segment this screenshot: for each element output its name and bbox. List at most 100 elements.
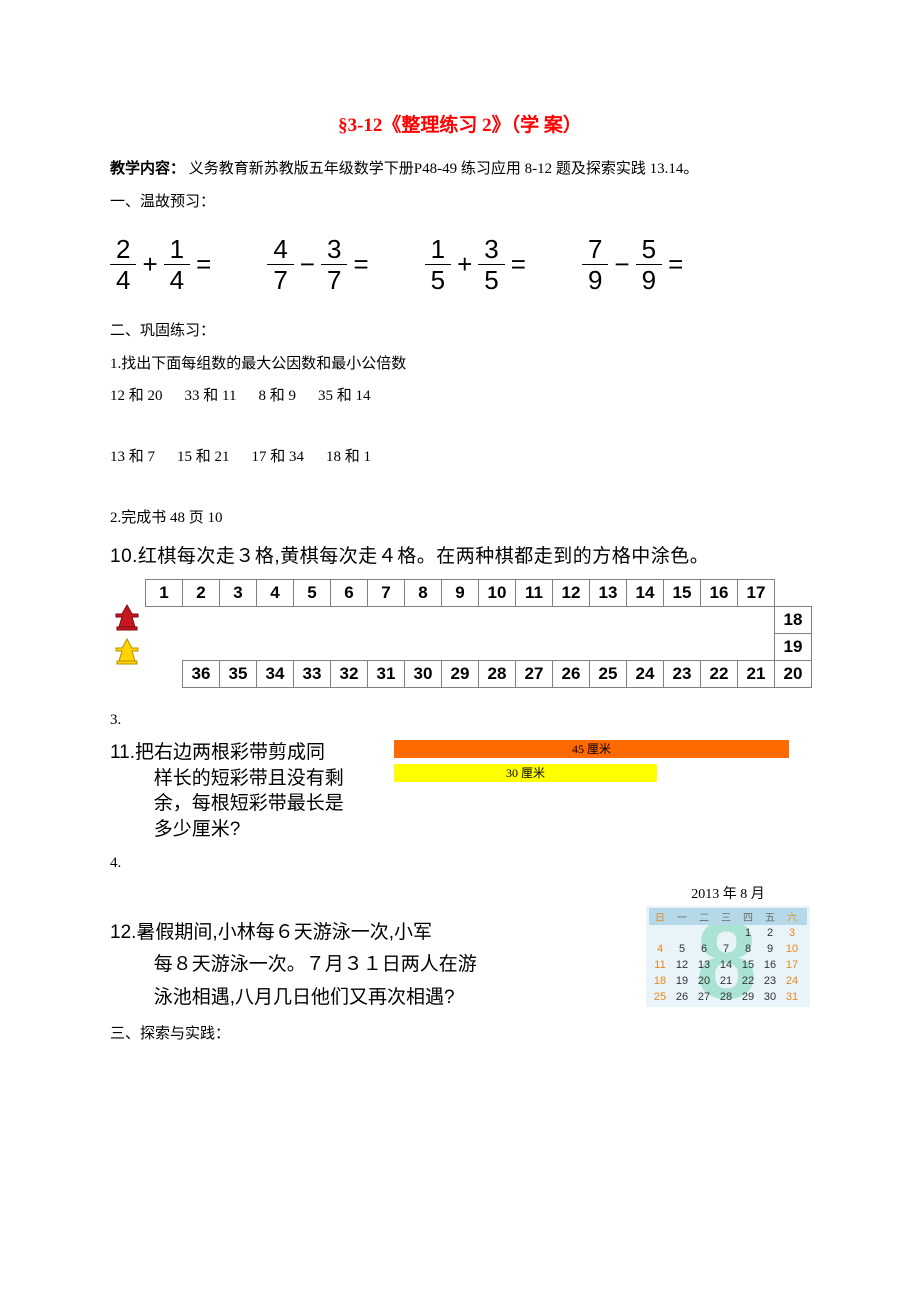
calendar-day: 14 — [715, 957, 737, 973]
calendar-day: 29 — [737, 989, 759, 1005]
ribbon-45cm: 45 厘米 — [394, 740, 789, 758]
board-cell: 33 — [293, 660, 331, 688]
problem-11-text: 11.把右边两根彩带剪成同样长的短彩带且没有剩余，每根短彩带最长是多少厘米? — [110, 740, 390, 843]
board-cell: 23 — [663, 660, 701, 688]
board-cell: 25 — [589, 660, 627, 688]
fraction-expr-3: 79−59= — [582, 236, 683, 293]
calendar-day: 17 — [781, 957, 803, 973]
red-chess-icon — [110, 602, 144, 632]
calendar-day: 20 — [693, 973, 715, 989]
board-cell: 32 — [330, 660, 368, 688]
calendar-head-cell: 五 — [759, 908, 781, 925]
question-2: 2.完成书 48 页 10 — [110, 504, 810, 533]
board-cell: 34 — [256, 660, 294, 688]
calendar-day: 24 — [781, 973, 803, 989]
section-1-head: 一、温故预习： — [110, 188, 810, 217]
board-cell: 9 — [441, 579, 479, 607]
section-3-head: 三、探索与实践： — [110, 1020, 810, 1049]
board-cell: 24 — [626, 660, 664, 688]
calendar-day: 9 — [759, 941, 781, 957]
calendar-day: 13 — [693, 957, 715, 973]
calendar-day: 5 — [671, 941, 693, 957]
calendar-day — [671, 925, 693, 941]
calendar-day: 21 — [715, 973, 737, 989]
problem-12: 12.暑假期间,小林每６天游泳一次,小军每８天游泳一次。７月３１日两人在游泳池相… — [110, 883, 810, 1014]
board-cell: 19 — [774, 633, 812, 661]
calendar-day: 25 — [649, 989, 671, 1005]
fraction-expr-1: 47−37= — [267, 236, 368, 293]
page-title: §3-12《整理练习 2》（学 案） — [110, 110, 810, 137]
board-cell: 8 — [404, 579, 442, 607]
section-2-head: 二、巩固练习： — [110, 317, 810, 346]
fraction-expr-0: 24+14= — [110, 236, 211, 293]
board-cell: 31 — [367, 660, 405, 688]
number-pair: 13 和 7 — [110, 449, 155, 465]
board-cell: 30 — [404, 660, 442, 688]
board-cell: 16 — [700, 579, 738, 607]
calendar-head-cell: 二 — [693, 908, 715, 925]
calendar-day: 6 — [693, 941, 715, 957]
number-pair: 35 和 14 — [318, 388, 371, 404]
number-pair: 12 和 20 — [110, 388, 163, 404]
calendar-day — [693, 925, 715, 941]
board-cell: 36 — [182, 660, 220, 688]
board-cell: 6 — [330, 579, 368, 607]
board-cell: 21 — [737, 660, 775, 688]
board-cell: 10 — [478, 579, 516, 607]
calendar-day: 18 — [649, 973, 671, 989]
calendar-day: 10 — [781, 941, 803, 957]
yellow-chess-icon — [110, 636, 144, 666]
question-4: 4. — [110, 849, 810, 878]
calendar-day: 23 — [759, 973, 781, 989]
calendar-head-cell: 三 — [715, 908, 737, 925]
calendar-day: 15 — [737, 957, 759, 973]
calendar-day: 26 — [671, 989, 693, 1005]
calendar-day: 28 — [715, 989, 737, 1005]
calendar-head-cell: 一 — [671, 908, 693, 925]
board-cell: 20 — [774, 660, 812, 688]
number-pair: 18 和 1 — [326, 449, 371, 465]
board-cell: 3 — [219, 579, 257, 607]
board-cell: 26 — [552, 660, 590, 688]
calendar-day: 22 — [737, 973, 759, 989]
problem-11: 11.把右边两根彩带剪成同样长的短彩带且没有剩余，每根短彩带最长是多少厘米? 4… — [110, 740, 810, 843]
calendar-day: 11 — [649, 957, 671, 973]
pairs-row-1: 12 和 20 33 和 11 8 和 9 35 和 14 — [110, 384, 810, 405]
calendar-day: 19 — [671, 973, 693, 989]
chess-pieces — [110, 580, 144, 688]
calendar: 2013 年 8 月 8 日一二三四五六12345678910111213141… — [646, 883, 810, 1014]
chess-board: 1234567891011121314151617181936353433323… — [110, 580, 810, 688]
board-cell: 15 — [663, 579, 701, 607]
calendar-day: 4 — [649, 941, 671, 957]
calendar-day: 12 — [671, 957, 693, 973]
calendar-head-cell: 日 — [649, 908, 671, 925]
problem-10-text: 10.红棋每次走３格,黄棋每次走４格。在两种棋都走到的方格中涂色。 — [110, 541, 810, 568]
calendar-day: 8 — [737, 941, 759, 957]
calendar-day: 3 — [781, 925, 803, 941]
board-cell: 14 — [626, 579, 664, 607]
fraction-expr-2: 15+35= — [425, 236, 526, 293]
number-pair: 8 和 9 — [258, 388, 296, 404]
calendar-title: 2013 年 8 月 — [646, 883, 810, 903]
board-cell: 5 — [293, 579, 331, 607]
number-pair: 17 和 34 — [252, 449, 305, 465]
board-cell: 2 — [182, 579, 220, 607]
board-cell: 27 — [515, 660, 553, 688]
board-cell: 11 — [515, 579, 553, 607]
calendar-day: 1 — [737, 925, 759, 941]
board-cell: 18 — [774, 606, 812, 634]
board-cell: 28 — [478, 660, 516, 688]
board-cell: 35 — [219, 660, 257, 688]
fraction-exercises: 24+14= 47−37= 15+35= 79−59= — [110, 236, 810, 293]
question-3: 3. — [110, 706, 810, 735]
calendar-day: 30 — [759, 989, 781, 1005]
number-pair: 33 和 11 — [185, 388, 237, 404]
number-pair: 15 和 21 — [177, 449, 230, 465]
calendar-head-cell: 四 — [737, 908, 759, 925]
calendar-head-cell: 六 — [781, 908, 803, 925]
board-cell: 7 — [367, 579, 405, 607]
pairs-row-2: 13 和 7 15 和 21 17 和 34 18 和 1 — [110, 445, 810, 466]
question-1: 1.找出下面每组数的最大公因数和最小公倍数 — [110, 350, 810, 379]
board-cell: 29 — [441, 660, 479, 688]
board-cell: 17 — [737, 579, 775, 607]
